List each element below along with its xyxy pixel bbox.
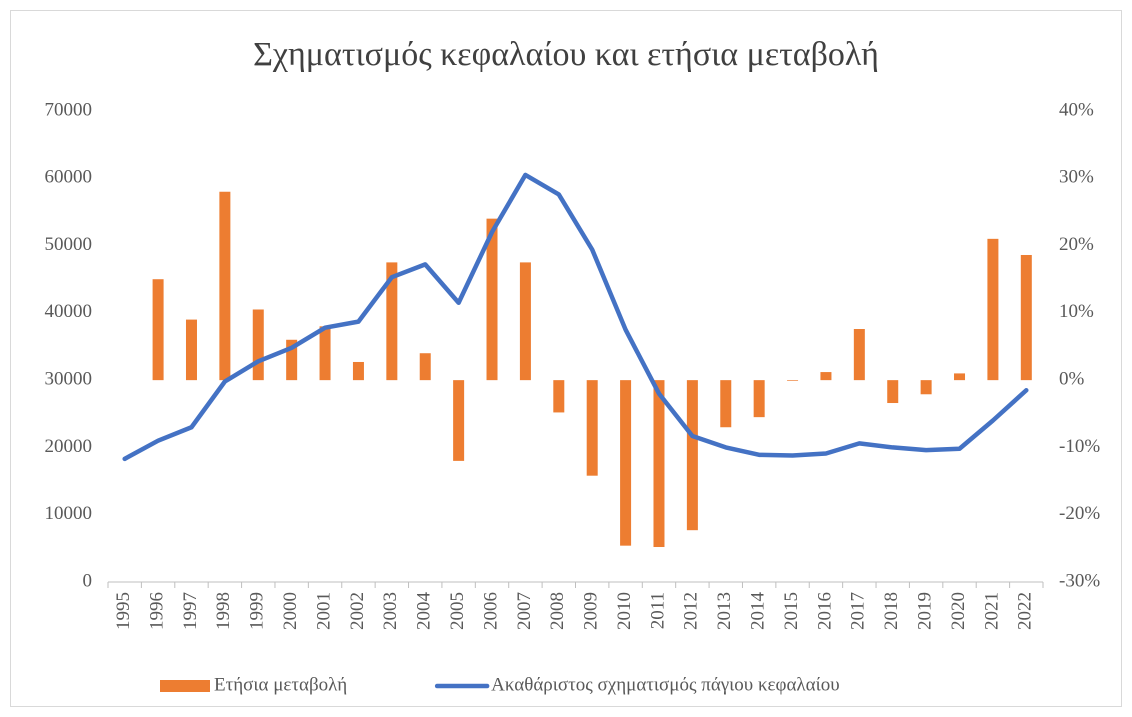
bar: [586, 380, 598, 476]
line: [122, 172, 1029, 462]
bar: [987, 238, 999, 381]
x-tick-label: 2015: [781, 592, 802, 630]
bar: [720, 380, 732, 428]
y2-tick-label: -20%: [1059, 503, 1100, 524]
x-tick-label: 2017: [848, 592, 869, 630]
y2-tick-label: -10%: [1059, 436, 1100, 457]
x-tick-label: 1996: [146, 592, 167, 630]
bar: [152, 279, 164, 381]
y-tick-label: 30000: [45, 369, 93, 390]
x-tick-label: 2009: [581, 592, 602, 630]
y-tick-label: 0: [83, 570, 93, 591]
y-tick-label: 10000: [45, 503, 93, 524]
y2-tick-label: 10%: [1059, 301, 1094, 322]
x-tick-label: 2005: [447, 592, 468, 630]
y2-tick-label: -30%: [1059, 570, 1100, 591]
y-tick-label: 20000: [45, 436, 93, 457]
x-tick-label: 2014: [748, 592, 769, 631]
bar: [1020, 254, 1032, 381]
bar: [486, 218, 498, 381]
bar: [620, 380, 632, 546]
y2-tick-label: 30%: [1059, 167, 1094, 188]
bar: [219, 191, 231, 381]
y-tick-label: 60000: [45, 167, 93, 188]
x-tick-label: 2008: [547, 592, 568, 630]
chart-title: Σχηματισμός κεφαλαίου και ετήσια μεταβολ…: [253, 36, 879, 73]
x-tick-label: 1997: [180, 592, 201, 630]
x-tick-label: 2006: [480, 592, 501, 630]
bar: [653, 380, 665, 548]
bar: [252, 309, 264, 381]
bar: [286, 339, 298, 381]
bar: [352, 361, 364, 381]
x-tick-label: 2002: [347, 592, 368, 630]
bar: [954, 373, 966, 381]
bar: [319, 326, 331, 381]
x-tick-label: 2022: [1015, 592, 1036, 630]
bar: [386, 262, 398, 381]
y-tick-label: 70000: [45, 99, 93, 120]
legend-label: Ακαθάριστος σχηματισμός πάγιου κεφαλαίου: [491, 674, 839, 695]
x-tick-label: 2013: [714, 592, 735, 630]
bar: [753, 380, 765, 418]
x-tick-label: 2012: [681, 592, 702, 630]
y-tick-label: 50000: [45, 234, 93, 255]
x-tick-label: 2021: [981, 592, 1002, 630]
x-tick-label: 2004: [414, 592, 435, 631]
bar: [920, 380, 932, 395]
bar: [185, 319, 197, 381]
bar: [853, 329, 865, 381]
y2-tick-label: 20%: [1059, 234, 1094, 255]
x-tick-label: 2003: [380, 592, 401, 630]
y2-tick-label: 40%: [1059, 99, 1094, 120]
x-tick-label: 2018: [881, 592, 902, 630]
x-tick-label: 2007: [514, 592, 535, 630]
bar: [453, 380, 465, 461]
x-tick-label: 2000: [280, 592, 301, 630]
y2-tick-label: 0%: [1059, 369, 1085, 390]
bar: [519, 262, 531, 381]
bar: [553, 380, 565, 413]
bar: [887, 380, 899, 404]
bar: [419, 353, 431, 381]
x-tick-label: 1998: [213, 592, 234, 630]
x-tick-label: 2020: [948, 592, 969, 630]
legend-swatch: [160, 680, 210, 692]
x-tick-label: 2001: [313, 592, 334, 630]
x-tick-label: 2011: [647, 592, 668, 629]
x-tick-label: 2016: [814, 592, 835, 630]
bar: [787, 380, 799, 381]
x-tick-label: 1999: [247, 592, 268, 630]
legend-label: Ετήσια μεταβολή: [214, 674, 347, 695]
x-tick-label: 2019: [914, 592, 935, 630]
y-tick-label: 40000: [45, 301, 93, 322]
x-tick-label: 1995: [113, 592, 134, 630]
bar: [686, 380, 698, 531]
x-tick-label: 2010: [614, 592, 635, 630]
bar: [820, 372, 832, 381]
